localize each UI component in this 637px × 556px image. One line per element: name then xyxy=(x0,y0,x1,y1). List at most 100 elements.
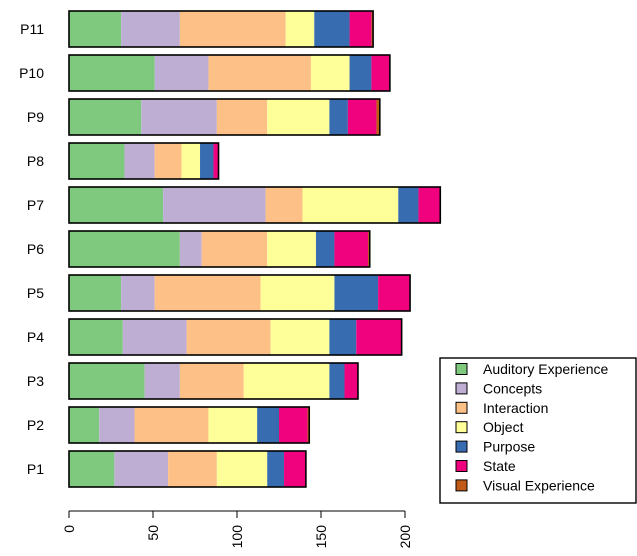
bar-segment-p11-auditory-experience xyxy=(69,11,122,47)
bar-segment-p10-state xyxy=(371,55,390,91)
bar-segment-p5-object xyxy=(260,275,335,311)
legend-label-purpose: Purpose xyxy=(483,439,535,455)
bar-segment-p4-concepts xyxy=(122,319,187,355)
bar-segment-p9-object xyxy=(267,99,330,135)
bar-segment-p9-interaction xyxy=(216,99,268,135)
bar-segment-p10-object xyxy=(310,55,350,91)
bar-segment-p11-interaction xyxy=(179,11,286,47)
category-label-p3: P3 xyxy=(27,373,44,389)
bar-segment-p7-auditory-experience xyxy=(69,187,164,223)
bar-outline-p7 xyxy=(68,186,442,224)
category-label-p4: P4 xyxy=(27,329,44,345)
bar-segment-p4-object xyxy=(270,319,330,355)
bars-layer xyxy=(68,10,442,488)
bar-segment-p7-concepts xyxy=(163,187,266,223)
bar-segment-p9-purpose xyxy=(329,99,348,135)
category-label-p7: P7 xyxy=(27,197,44,213)
bar-segment-p10-concepts xyxy=(154,55,209,91)
bar-segment-p5-purpose xyxy=(334,275,379,311)
bar-segment-p11-object xyxy=(285,11,315,47)
bar-segment-p9-visual-experience xyxy=(376,99,380,135)
bar-outline-p9 xyxy=(68,98,381,136)
legend-swatch-auditory-experience xyxy=(455,363,468,375)
bar-segment-p2-object xyxy=(208,407,258,443)
bar-segment-p7-purpose xyxy=(398,187,419,223)
bar-segment-p3-purpose xyxy=(329,363,345,399)
bar-segment-p1-state xyxy=(284,451,306,487)
x-tick-label-100: 100 xyxy=(229,525,245,549)
bar-segment-p2-purpose xyxy=(257,407,279,443)
bar-segment-p5-concepts xyxy=(121,275,155,311)
bar-outline-p5 xyxy=(68,274,411,312)
bar-segment-p1-purpose xyxy=(267,451,285,487)
bar-segment-p10-interaction xyxy=(208,55,311,91)
bar-segment-p9-concepts xyxy=(141,99,217,135)
bar-outline-p11 xyxy=(68,10,374,48)
bar-segment-p3-auditory-experience xyxy=(69,363,145,399)
bar-segment-p8-interaction xyxy=(154,143,182,179)
bar-segment-p1-concepts xyxy=(114,451,169,487)
bar-segment-p3-object xyxy=(243,363,330,399)
bar-segment-p5-auditory-experience xyxy=(69,275,122,311)
bar-segment-p11-purpose xyxy=(314,11,350,47)
legend-label-object: Object xyxy=(483,419,524,435)
legend-swatch-purpose xyxy=(455,440,468,453)
bar-segment-p11-concepts xyxy=(121,11,180,47)
bar-segment-p11-state xyxy=(349,11,372,47)
category-label-p11: P11 xyxy=(20,21,44,37)
bar-segment-p9-auditory-experience xyxy=(69,99,142,135)
bar-segment-p1-object xyxy=(216,451,268,487)
bar-outline-p1 xyxy=(68,450,307,488)
bar-segment-p8-state xyxy=(213,143,219,179)
legend-box xyxy=(439,357,637,504)
bar-segment-p6-state xyxy=(334,231,369,267)
x-tick-label-0: 0 xyxy=(61,525,77,533)
bar-segment-p8-object xyxy=(181,143,201,179)
bar-outline-p6 xyxy=(68,230,371,268)
legend-swatch-concepts xyxy=(455,382,468,395)
bar-segment-p8-auditory-experience xyxy=(69,143,125,179)
bar-segment-p4-auditory-experience xyxy=(69,319,123,355)
bar-segment-p7-object xyxy=(302,187,399,223)
bar-segment-p3-interaction xyxy=(179,363,244,399)
x-tick-label-50: 50 xyxy=(145,525,161,541)
bar-outline-p10 xyxy=(68,54,391,92)
bar-segment-p9-state xyxy=(347,99,377,135)
bar-segment-p8-concepts xyxy=(124,143,155,179)
category-label-p2: P2 xyxy=(27,417,44,433)
legend-label-state: State xyxy=(483,458,516,474)
bar-outline-p2 xyxy=(68,406,311,444)
bar-segment-p6-object xyxy=(267,231,316,267)
bar-outline-p8 xyxy=(68,142,220,180)
bar-segment-p6-purpose xyxy=(315,231,335,267)
bar-segment-p3-concepts xyxy=(144,363,180,399)
bar-segment-p2-state xyxy=(279,407,308,443)
bar-segment-p2-auditory-experience xyxy=(69,407,100,443)
bar-segment-p2-concepts xyxy=(99,407,135,443)
bar-segment-p6-visual-experience xyxy=(368,231,370,267)
legend-label-concepts: Concepts xyxy=(483,380,542,396)
bar-segment-p2-visual-experience xyxy=(307,407,310,443)
bar-outline-p3 xyxy=(68,362,359,400)
category-label-p10: P10 xyxy=(19,65,44,81)
category-label-p1: P1 xyxy=(27,461,44,477)
bar-segment-p6-interaction xyxy=(201,231,268,267)
legend-swatch-object xyxy=(455,421,468,434)
bar-segment-p10-auditory-experience xyxy=(69,55,155,91)
bar-segment-p1-auditory-experience xyxy=(69,451,115,487)
x-axis: 0 50 100 150 200 xyxy=(61,510,413,549)
bar-segment-p1-interaction xyxy=(168,451,217,487)
x-tick-label-150: 150 xyxy=(313,525,329,549)
bar-segment-p4-interaction xyxy=(186,319,271,355)
bar-segment-p5-state xyxy=(378,275,411,311)
category-label-p9: P9 xyxy=(27,109,44,125)
bar-segment-p6-auditory-experience xyxy=(69,231,180,267)
x-tick-label-200: 200 xyxy=(397,525,413,549)
bar-outline-p4 xyxy=(68,318,403,356)
category-label-p6: P6 xyxy=(27,241,44,257)
legend: Auditory Experience Concepts Interaction Ob… xyxy=(439,357,637,504)
legend-label-visual-experience: Visual Experience xyxy=(483,477,595,493)
bar-segment-p8-purpose xyxy=(200,143,214,179)
category-label-p5: P5 xyxy=(27,285,44,301)
